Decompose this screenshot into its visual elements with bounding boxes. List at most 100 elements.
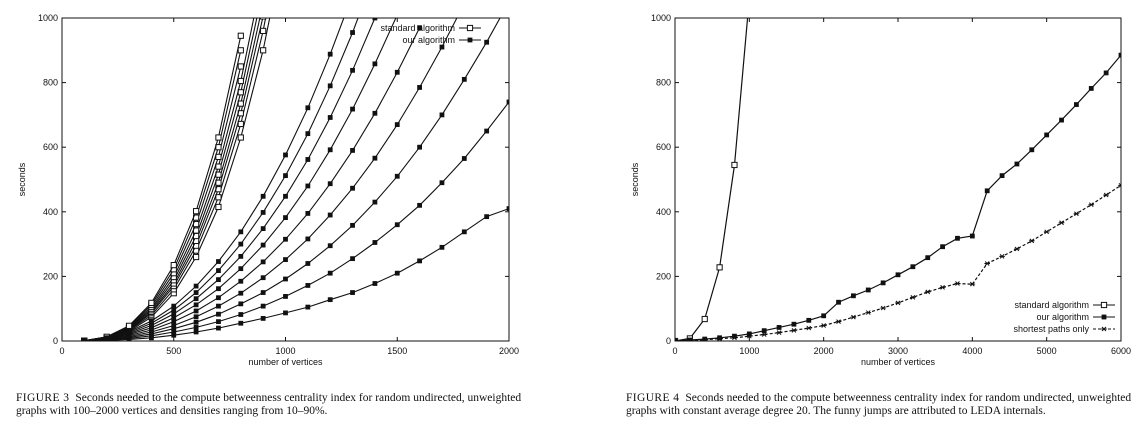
data-point <box>260 242 266 248</box>
data-point <box>394 173 400 179</box>
data-point <box>1044 132 1050 138</box>
data-point <box>327 243 333 249</box>
data-point <box>238 266 244 272</box>
data-point <box>865 287 871 293</box>
data-point <box>171 303 177 309</box>
figure-4-caption-text: Seconds needed to the compute betweennes… <box>626 392 1132 417</box>
data-point <box>895 272 901 278</box>
data-point <box>171 319 177 325</box>
data-point <box>283 276 288 282</box>
data-point <box>716 264 723 271</box>
figure-4-caption: FIGURE 4 Seconds needed to the compute be… <box>626 392 1136 418</box>
data-point <box>940 244 945 250</box>
data-point <box>732 333 737 339</box>
figure-3-label: FIGURE 3 <box>16 392 70 404</box>
data-point <box>305 261 311 266</box>
y-tick-label: 600 <box>656 142 671 152</box>
data-point <box>238 229 244 235</box>
plot-frame <box>61 17 510 342</box>
data-point <box>372 18 378 21</box>
data-point <box>238 301 244 307</box>
data-point <box>126 329 132 335</box>
data-point <box>836 299 841 305</box>
data-point <box>238 290 244 296</box>
data-point <box>260 27 267 35</box>
data-point <box>237 89 244 96</box>
data-point <box>193 314 199 320</box>
data-point <box>81 338 87 341</box>
data-point <box>260 259 266 265</box>
data-point <box>283 236 288 242</box>
data-point <box>372 155 378 161</box>
data-point <box>215 153 222 160</box>
data-point <box>216 311 221 317</box>
data-point <box>791 321 797 327</box>
data-point <box>716 336 723 341</box>
data-point <box>305 304 311 310</box>
data-point <box>969 281 976 287</box>
x-tick-label: 4000 <box>962 346 982 356</box>
data-point <box>171 311 177 317</box>
data-point <box>193 325 199 330</box>
data-point <box>149 318 154 324</box>
data-point <box>865 310 872 315</box>
series-line <box>84 101 509 341</box>
data-point <box>806 317 812 323</box>
data-point <box>305 236 311 242</box>
data-point <box>776 325 782 330</box>
data-point <box>327 83 333 89</box>
data-point <box>350 256 355 262</box>
data-point <box>305 183 311 189</box>
data-point <box>327 212 333 218</box>
data-point <box>484 128 490 134</box>
data-point <box>880 305 886 311</box>
data-point <box>283 152 288 158</box>
series-group <box>675 182 1121 341</box>
data-point <box>215 194 222 201</box>
data-point <box>237 63 244 70</box>
x-tick-label: 3000 <box>888 346 908 356</box>
x-tick-label: 2000 <box>814 346 834 356</box>
data-point <box>305 131 311 137</box>
data-point <box>761 328 767 334</box>
figure-4-chart: 0 1000 2000 3000 4000 5000 6000 0 200 400 600 800 10… <box>630 13 1131 367</box>
data-point <box>439 244 445 250</box>
data-point <box>327 147 333 153</box>
figure-4-panel: 0 1000 2000 3000 4000 5000 6000 0 200 400 600 800 10… <box>600 0 1146 441</box>
data-point <box>417 258 422 264</box>
data-point <box>260 275 266 281</box>
data-point <box>283 173 288 179</box>
data-point <box>701 337 708 341</box>
data-point <box>1073 211 1080 217</box>
data-point <box>260 210 266 215</box>
legend-label: shortest paths only <box>1013 324 1089 334</box>
x-tick-label: 1500 <box>387 346 407 356</box>
series-line <box>84 27 421 341</box>
data-point <box>675 338 678 341</box>
data-point <box>954 281 961 286</box>
data-point <box>461 76 467 82</box>
data-point <box>820 323 827 328</box>
data-point <box>394 222 400 228</box>
data-point <box>1103 192 1109 198</box>
legend-marker <box>1101 314 1107 320</box>
y-tick-label: 1000 <box>651 13 671 23</box>
legend-marker <box>1100 301 1108 309</box>
data-point <box>701 315 708 323</box>
y-tick-label: 0 <box>666 336 671 346</box>
data-point <box>171 329 177 335</box>
data-point <box>702 336 708 341</box>
data-point <box>327 181 333 187</box>
data-point <box>283 193 288 199</box>
data-point <box>955 235 960 241</box>
data-point <box>417 85 422 90</box>
data-point <box>350 222 355 228</box>
data-point <box>350 30 355 35</box>
data-point <box>372 281 378 286</box>
data-point <box>237 134 244 141</box>
series-line <box>84 18 264 341</box>
data-point <box>806 325 812 331</box>
plot-frame <box>674 17 1122 342</box>
legend: standard algorithm our algorithm <box>380 23 481 45</box>
legend-label: standard algorithm <box>1014 300 1089 310</box>
